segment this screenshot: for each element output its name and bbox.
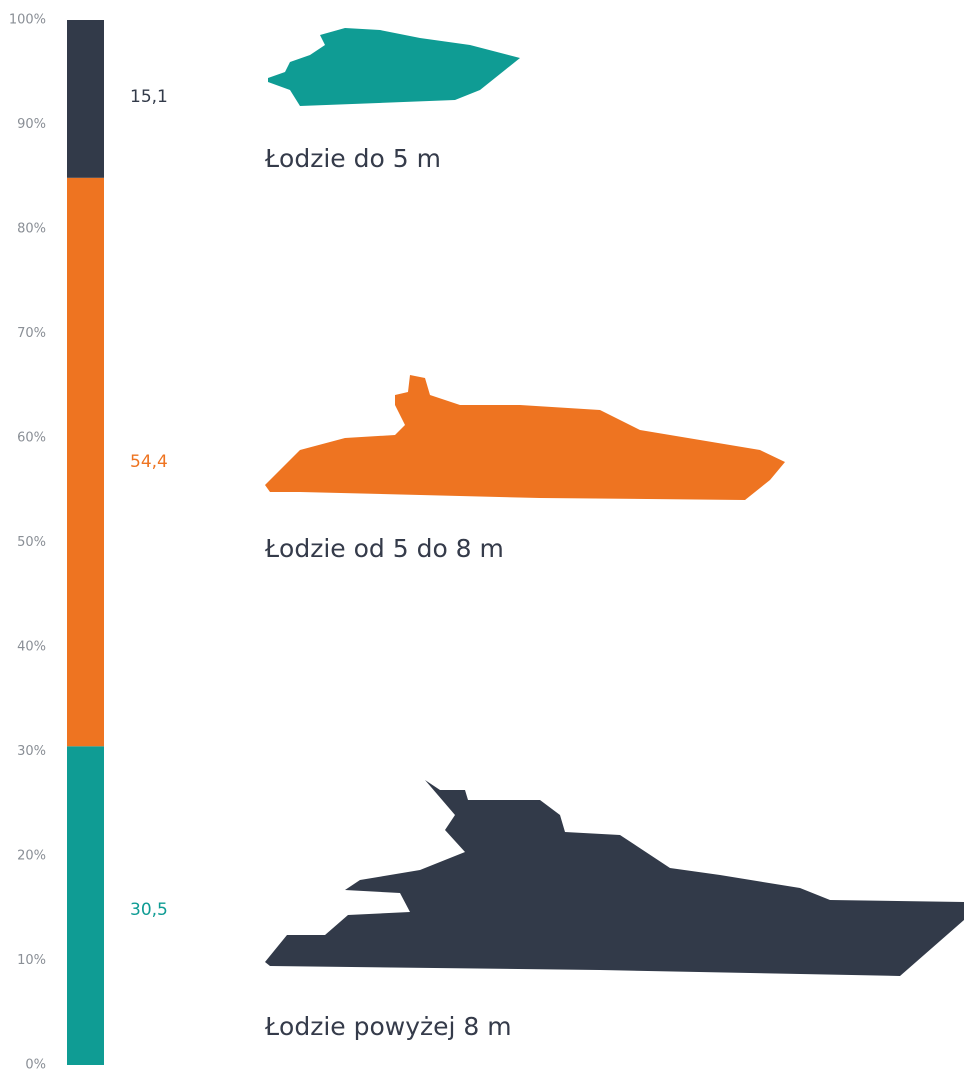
y-tick-label: 40% bbox=[17, 640, 46, 655]
value-label: 54,4 bbox=[130, 452, 168, 472]
y-tick-label: 60% bbox=[17, 431, 46, 446]
series-name: Łodzie powyżej 8 m bbox=[264, 1012, 512, 1041]
y-tick-label: 100% bbox=[9, 13, 46, 28]
boat-silhouette bbox=[265, 780, 964, 976]
bar-segment bbox=[67, 177, 104, 747]
y-tick-label: 70% bbox=[17, 326, 46, 341]
y-tick-label: 30% bbox=[17, 744, 46, 759]
boat-silhouette bbox=[265, 375, 785, 500]
value-label: 15,1 bbox=[130, 87, 168, 107]
y-tick-label: 90% bbox=[17, 117, 46, 132]
y-tick-label: 80% bbox=[17, 222, 46, 237]
value-label: 30,5 bbox=[130, 900, 168, 920]
boat-silhouette bbox=[268, 28, 520, 106]
y-tick-label: 10% bbox=[17, 953, 46, 968]
bar-segment bbox=[67, 20, 104, 178]
y-tick-label: 0% bbox=[25, 1058, 46, 1071]
boat-illustrations bbox=[265, 28, 964, 976]
bar-segment bbox=[67, 746, 104, 1065]
series-name: Łodzie do 5 m bbox=[264, 144, 441, 173]
y-tick-label: 20% bbox=[17, 849, 46, 864]
series-name: Łodzie od 5 do 8 m bbox=[264, 534, 504, 563]
y-tick-label: 50% bbox=[17, 535, 46, 550]
